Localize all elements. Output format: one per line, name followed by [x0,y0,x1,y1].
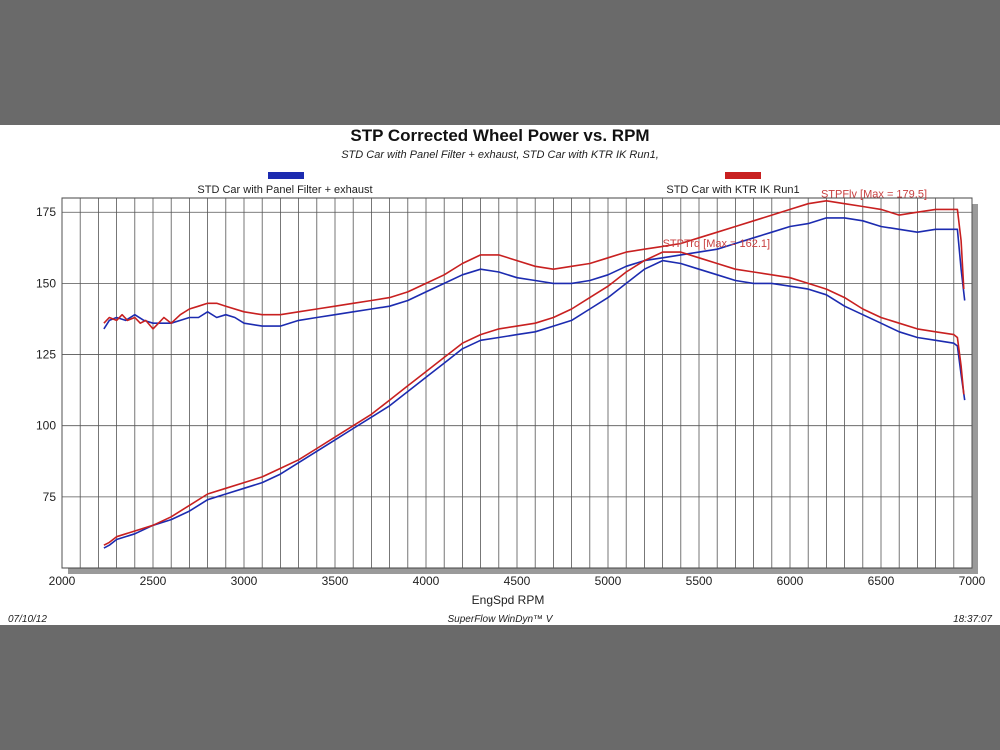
chart-subtitle: STD Car with Panel Filter + exhaust, STD… [341,149,659,161]
legend-label-ktr: STD Car with KTR IK Run1 [666,184,799,196]
x-tick-label: 3500 [322,574,349,588]
y-tick-labels: 75 100 125 150 175 [36,205,56,504]
y-tick-label: 100 [36,419,56,433]
x-tick-labels: 2000 2500 3000 3500 4000 4500 5000 5500 6000 6500… [49,574,986,588]
y-tick-label: 125 [36,348,56,362]
chart-title: STP Corrected Wheel Power vs. RPM [350,126,649,145]
x-tick-label: 5500 [686,574,713,588]
x-tick-label: 4500 [504,574,531,588]
plot-background [61,197,978,574]
footer-time: 18:37:07 [953,614,992,625]
ktr-torque-line [103,251,965,546]
series-lines [103,200,966,549]
legend-label-panel-filter: STD Car with Panel Filter + exhaust [197,184,372,196]
ktr-power-line [103,200,965,330]
x-tick-label: 2500 [140,574,167,588]
y-tick-label: 150 [36,276,56,290]
y-tick-label: 75 [43,490,57,504]
x-tick-label: 6000 [777,574,804,588]
footer-date: 07/10/12 [8,614,47,625]
legend-swatch-ktr [725,172,761,179]
x-tick-label: 3000 [231,574,258,588]
x-axis-label: EngSpd RPM [472,593,545,607]
footer-software: SuperFlow WinDyn™ V [448,614,554,625]
x-tick-label: 2000 [49,574,76,588]
x-tick-label: 5000 [595,574,622,588]
annotations: STPFlv [Max = 179.5] STPTrq [Max = 162.1] [663,188,927,250]
annotation-max-torque: STPTrq [Max = 162.1] [663,238,771,250]
x-tick-label: 6500 [868,574,895,588]
y-tick-label: 175 [36,205,56,219]
grid-lines [61,198,973,568]
chart-panel: STP Corrected Wheel Power vs. RPM STD Ca… [0,125,1000,625]
dyno-chart: STP Corrected Wheel Power vs. RPM STD Ca… [8,126,992,625]
legend-swatch-panel-filter [268,172,304,179]
x-tick-label: 4000 [413,574,440,588]
annotation-max-power: STPFlv [Max = 179.5] [821,188,927,200]
panel-filter-torque-line [103,259,966,549]
x-tick-label: 7000 [959,574,986,588]
panel-filter-power-line [103,217,966,330]
